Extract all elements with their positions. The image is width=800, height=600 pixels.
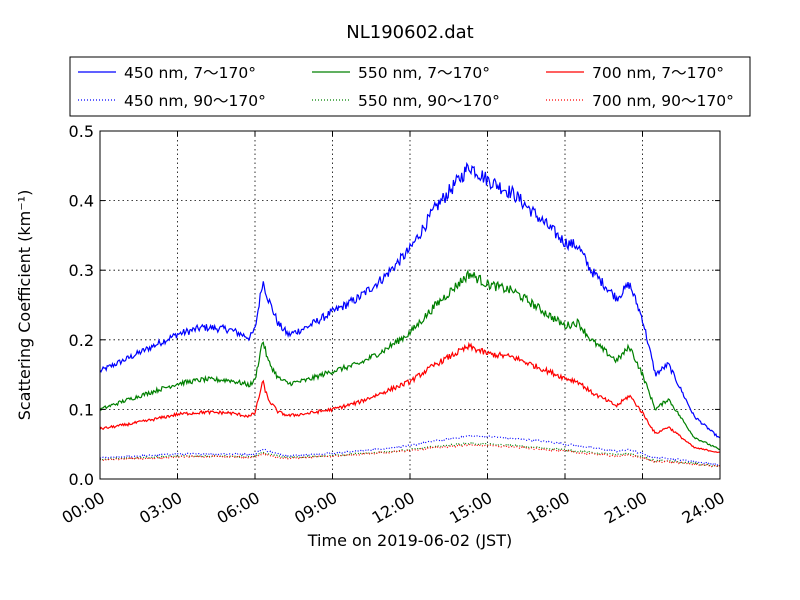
x-tick-label: 00:00 bbox=[59, 488, 108, 528]
y-tick-label: 0.0 bbox=[69, 470, 94, 489]
series-line-1 bbox=[99, 434, 721, 467]
x-tick-label: 18:00 bbox=[524, 488, 573, 528]
x-tick-label: 15:00 bbox=[446, 488, 495, 528]
y-tick-label: 0.3 bbox=[69, 261, 94, 280]
x-tick-label: 21:00 bbox=[601, 488, 650, 528]
x-tick-label: 09:00 bbox=[291, 488, 340, 528]
series-line-2 bbox=[99, 268, 721, 451]
plot-frame bbox=[99, 130, 721, 480]
series-line-5 bbox=[99, 443, 721, 468]
legend-label-2: 550 nm, 7～170° bbox=[358, 64, 490, 82]
series-line-4 bbox=[99, 341, 721, 454]
legend-label-4: 700 nm, 7～170° bbox=[592, 64, 724, 82]
series-lines bbox=[99, 161, 721, 468]
y-tick-label: 0.4 bbox=[69, 192, 94, 211]
legend-label-1: 450 nm, 90～170° bbox=[124, 92, 266, 110]
x-tick-label: 06:00 bbox=[214, 488, 263, 528]
y-tick-label: 0.1 bbox=[69, 400, 94, 419]
x-tick-label: 24:00 bbox=[679, 488, 728, 528]
axis-ticks bbox=[99, 130, 721, 480]
y-tick-label: 0.5 bbox=[69, 122, 94, 141]
legend-label-0: 450 nm, 7～170° bbox=[124, 64, 256, 82]
legend-label-5: 700 nm, 90～170° bbox=[592, 92, 734, 110]
y-tick-label: 0.2 bbox=[69, 331, 94, 350]
legend-label-3: 550 nm, 90～170° bbox=[358, 92, 500, 110]
x-tick-label: 12:00 bbox=[369, 488, 418, 528]
y-axis-label: Scattering Coefficient (km⁻¹) bbox=[15, 190, 34, 421]
grid-lines bbox=[100, 131, 720, 479]
x-axis-label: Time on 2019-06-02 (JST) bbox=[307, 531, 512, 550]
x-tick-labels: 00:00 03:00 06:00 09:00 12:00 15:00 18:00 21:00… bbox=[59, 488, 728, 528]
x-tick-label: 03:00 bbox=[136, 488, 185, 528]
series-line-0 bbox=[99, 161, 721, 439]
y-tick-labels: 0.0 0.1 0.2 0.3 0.4 0.5 bbox=[69, 122, 94, 489]
legend: 450 nm, 7～170° 450 nm, 90～170° 550 nm, 7～1… bbox=[69, 56, 751, 117]
legend-box bbox=[69, 56, 751, 117]
chart-title: NL190602.dat bbox=[346, 22, 473, 43]
